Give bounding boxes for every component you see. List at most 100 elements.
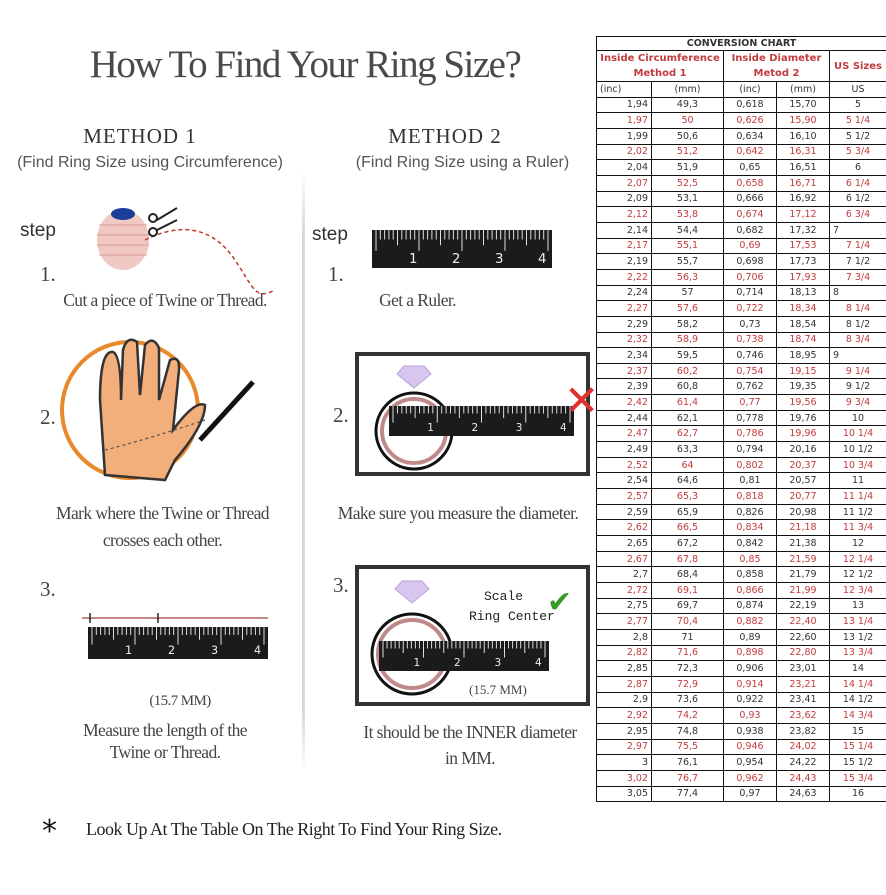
- table-cell: 14 1/4: [828, 675, 886, 693]
- table-cell: 0,746: [723, 347, 777, 364]
- method2-step3-number: 3.: [333, 573, 349, 597]
- table-cell: 2,77: [596, 613, 652, 630]
- group-header-us-sizes: US Sizes: [828, 50, 886, 82]
- table-cell: 2,54: [596, 472, 652, 490]
- table-cell: 13 3/4: [828, 644, 886, 662]
- table-cell: 10 1/2: [828, 441, 886, 458]
- table-cell: 53,8: [651, 206, 724, 223]
- table-cell: 2,34: [596, 347, 652, 364]
- table-cell: 6 1/2: [828, 190, 886, 208]
- table-cell: 2,17: [596, 237, 652, 255]
- table-row: 2,19 55,7 0,698 17,73 7 1/2: [596, 253, 886, 270]
- table-row: 3 76,1 0,954 24,22 15 1/2: [596, 754, 886, 771]
- table-title: CONVERSION CHART: [595, 36, 886, 51]
- page-title: How To Find Your Ring Size?: [89, 43, 522, 86]
- table-cell: 0,866: [723, 582, 777, 599]
- table-cell: 0,778: [723, 409, 777, 427]
- table-cell: 8: [828, 284, 886, 302]
- table-cell: 2,14: [596, 221, 652, 239]
- table-cell: 63,3: [651, 441, 724, 458]
- table-cell: 2,22: [596, 268, 652, 286]
- method1-step1-caption: Cut a piece of Twine or Thread.: [63, 290, 267, 310]
- table-cell: 19,15: [776, 362, 830, 380]
- table-cell: 13 1/2: [828, 628, 886, 646]
- table-cell: 50: [651, 112, 724, 129]
- ruler-label: 3: [495, 252, 503, 267]
- table-cell: 65,9: [651, 503, 724, 521]
- table-cell: 2,37: [596, 362, 652, 380]
- method2-step2-caption: Make sure you measure the diameter.: [337, 503, 579, 523]
- table-row: 1,94 49,3 0,618 15,70 5: [596, 96, 886, 114]
- table-cell: 55,1: [651, 237, 724, 255]
- table-row: 2,22 56,3 0,706 17,93 7 3/4: [596, 268, 886, 286]
- table-cell: 0,906: [723, 660, 777, 677]
- table-row: 2,47 62,7 0,786 19,96 10 1/4: [596, 425, 886, 443]
- table-cell: 9: [828, 347, 886, 364]
- table-cell: 2,49: [596, 441, 652, 458]
- table-cell: 57,6: [651, 300, 724, 317]
- table-cell: 2,65: [596, 535, 652, 552]
- table-cell: 1,94: [596, 96, 652, 114]
- table-row: 2,17 55,1 0,69 17,53 7 1/4: [596, 237, 886, 255]
- table-cell: 58,9: [651, 331, 724, 349]
- table-row: 1,99 50,6 0,634 16,10 5 1/2: [596, 127, 886, 145]
- table-cell: 21,18: [776, 519, 830, 537]
- table-cell: 17,53: [776, 237, 830, 255]
- ring-center-label: Ring Center: [469, 609, 555, 624]
- table-row: 2,32 58,9 0,738 18,74 8 3/4: [596, 331, 886, 349]
- table-cell: 0,754: [723, 362, 777, 380]
- table-cell: 11 1/2: [828, 503, 886, 521]
- table-cell: 67,2: [651, 535, 724, 552]
- table-cell: 16,92: [776, 190, 830, 208]
- ruler-icon: 1 2 3 4: [379, 641, 549, 671]
- table-cell: 58,2: [651, 315, 724, 333]
- table-cell: 55,7: [651, 253, 724, 270]
- table-cell: 21,79: [776, 566, 830, 583]
- method1-step1-number: 1.: [40, 262, 56, 286]
- table-cell: 0,674: [723, 206, 777, 223]
- table-cell: 17,12: [776, 206, 830, 223]
- table-row: 2,57 65,3 0,818 20,77 11 1/4: [596, 488, 886, 505]
- table-cell: 64,6: [651, 472, 724, 490]
- table-cell: 60,8: [651, 378, 724, 396]
- table-cell: 2,62: [596, 519, 652, 537]
- ruler-label: 2: [452, 252, 460, 267]
- table-cell: 2,87: [596, 675, 652, 693]
- table-cell: 68,4: [651, 566, 724, 583]
- ruler-label: 4: [535, 657, 542, 669]
- method2-step3-caption-line2: in MM.: [445, 748, 495, 768]
- table-cell: 2,07: [596, 174, 652, 192]
- table-cell: 2,72: [596, 582, 652, 599]
- table-cell: 17,32: [776, 221, 830, 239]
- cross-icon: ✕: [564, 376, 600, 425]
- table-cell: 19,96: [776, 425, 830, 443]
- table-cell: 7: [828, 221, 886, 239]
- table-row: 2,14 54,4 0,682 17,32 7: [596, 221, 886, 239]
- table-cell: 15 3/4: [828, 769, 886, 787]
- ruler-label: 4: [254, 644, 261, 657]
- table-cell: 22,60: [776, 628, 830, 646]
- table-cell: 20,98: [776, 503, 830, 521]
- table-row: 2,95 74,8 0,938 23,82 15: [596, 722, 886, 740]
- table-cell: 17,73: [776, 253, 830, 270]
- table-cell: 18,54: [776, 315, 830, 333]
- table-cell: 24,02: [776, 738, 830, 756]
- table-cell: 66,5: [651, 519, 724, 537]
- table-row: 2,37 60,2 0,754 19,15 9 1/4: [596, 362, 886, 380]
- ruler-label: 4: [560, 422, 567, 434]
- twine-spool-scissors-icon: [97, 207, 276, 295]
- table-cell: 2,24: [596, 284, 652, 302]
- table-cell: 0,81: [723, 472, 777, 490]
- table-cell: 15: [828, 722, 886, 740]
- table-cell: 0,626: [723, 112, 777, 129]
- table-cell: 2,67: [596, 550, 652, 568]
- table-cell: 0,682: [723, 221, 777, 239]
- table-row: 2,62 66,5 0,834 21,18 11 3/4: [596, 519, 886, 537]
- table-cell: 21,38: [776, 535, 830, 552]
- table-cell: 3,05: [596, 785, 652, 803]
- table-cell: 13 1/4: [828, 613, 886, 630]
- column-header: (mm): [776, 81, 830, 98]
- table-row: 2,75 69,7 0,874 22,19 13: [596, 597, 886, 615]
- table-cell: 50,6: [651, 127, 724, 145]
- table-cell: 74,2: [651, 707, 724, 724]
